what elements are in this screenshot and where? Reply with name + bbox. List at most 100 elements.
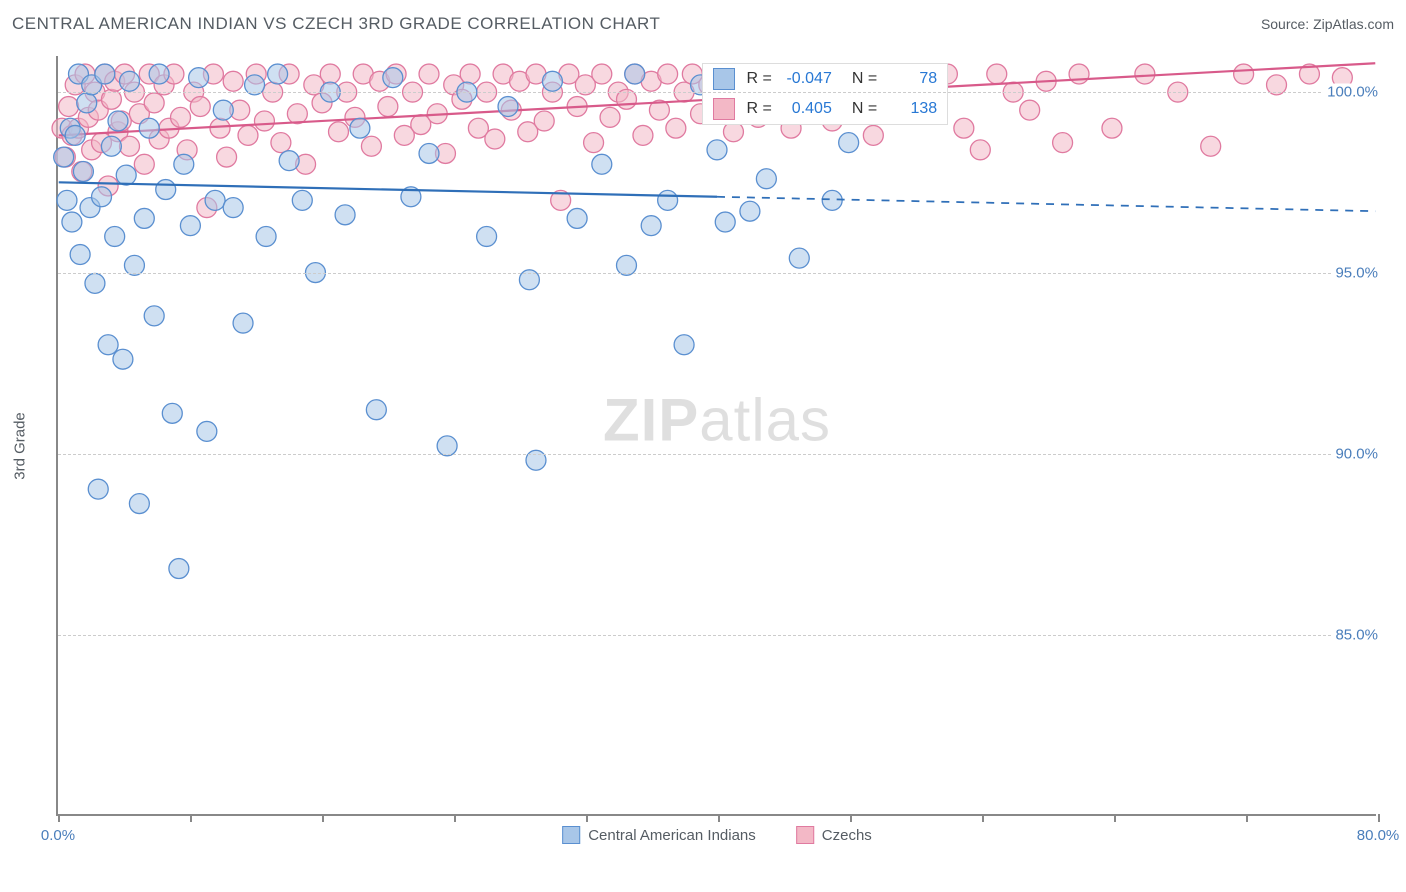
pink-point	[600, 107, 620, 127]
stat-r-label: R =	[747, 70, 772, 88]
pink-point	[658, 64, 678, 84]
stat-r-label: R =	[747, 100, 772, 118]
stat-r-value: 0.405	[778, 100, 832, 118]
blue-point	[129, 494, 149, 514]
pink-point	[1053, 133, 1073, 153]
blue-point	[77, 93, 97, 113]
blue-point	[149, 64, 169, 84]
stat-n-label: N =	[852, 70, 877, 88]
y-gridline	[58, 273, 1376, 274]
stat-n-value: 138	[883, 100, 937, 118]
x-tick-mark	[982, 814, 984, 822]
blue-point	[120, 71, 140, 91]
blue-point	[62, 212, 82, 232]
blue-point	[641, 216, 661, 236]
pink-point	[59, 97, 79, 117]
title-bar: CENTRAL AMERICAN INDIAN VS CZECH 3RD GRA…	[12, 14, 1394, 34]
legend-bottom: Central American Indians Czechs	[562, 826, 872, 844]
blue-point	[162, 403, 182, 423]
blue-point	[105, 227, 125, 247]
x-tick-mark	[1246, 814, 1248, 822]
pink-point	[954, 118, 974, 138]
blue-point	[180, 216, 200, 236]
pink-point	[134, 154, 154, 174]
blue-point	[73, 162, 93, 182]
stat-r-value: -0.047	[778, 70, 832, 88]
blue-point	[567, 208, 587, 228]
pink-point	[217, 147, 237, 167]
blue-point	[592, 154, 612, 174]
stats-row-blue: R = -0.047 N = 78	[703, 64, 948, 94]
blue-point	[101, 136, 121, 156]
blue-point	[350, 118, 370, 138]
pink-point	[378, 97, 398, 117]
blue-point	[205, 190, 225, 210]
legend-label: Czechs	[822, 827, 872, 844]
pink-point	[633, 125, 653, 145]
stats-legend-box: R = -0.047 N = 78 R = 0.405 N = 138	[702, 63, 949, 125]
blue-point	[789, 248, 809, 268]
pink-point	[171, 107, 191, 127]
y-tick-label: 85.0%	[1331, 627, 1382, 644]
blue-point	[139, 118, 159, 138]
plot-area: ZIPatlas R =-0.047N =78R =0.405N =138 Ce…	[56, 56, 1376, 816]
y-tick-label: 95.0%	[1331, 265, 1382, 282]
stat-n-label: N =	[852, 100, 877, 118]
pink-point	[987, 64, 1007, 84]
blue-point	[65, 125, 85, 145]
x-tick-mark	[322, 814, 324, 822]
x-tick-label: 80.0%	[1357, 827, 1400, 844]
blue-point	[213, 100, 233, 120]
x-tick-mark	[850, 814, 852, 822]
blue-point	[707, 140, 727, 160]
blue-point	[658, 190, 678, 210]
blue-point	[477, 227, 497, 247]
blue-point	[144, 306, 164, 326]
x-tick-mark	[1114, 814, 1116, 822]
pink-point	[592, 64, 612, 84]
legend-label: Central American Indians	[588, 827, 756, 844]
blue-point	[98, 335, 118, 355]
blue-point	[156, 180, 176, 200]
pink-point	[120, 136, 140, 156]
pink-point	[320, 64, 340, 84]
legend-item-pink: Czechs	[796, 826, 872, 844]
x-tick-mark	[586, 814, 588, 822]
stat-n-value: 78	[883, 70, 937, 88]
blue-point	[54, 147, 74, 167]
blue-point	[437, 436, 457, 456]
blue-point	[108, 111, 128, 131]
pink-point	[460, 64, 480, 84]
source-label: Source: ZipAtlas.com	[1261, 16, 1394, 32]
pink-point	[1069, 64, 1089, 84]
x-tick-mark	[454, 814, 456, 822]
pink-point	[1020, 100, 1040, 120]
y-gridline	[58, 92, 1376, 93]
pink-point	[361, 136, 381, 156]
pink-point	[1102, 118, 1122, 138]
blue-trendline-dashed	[717, 197, 1375, 211]
blue-legend-swatch-icon	[562, 826, 580, 844]
pink-point	[1201, 136, 1221, 156]
pink-point	[223, 71, 243, 91]
blue-point	[233, 313, 253, 333]
blue-point	[85, 273, 105, 293]
y-gridline	[58, 454, 1376, 455]
y-gridline	[58, 635, 1376, 636]
blue-point	[756, 169, 776, 189]
x-tick-mark	[718, 814, 720, 822]
blue-point	[498, 97, 518, 117]
blue-point	[116, 165, 136, 185]
y-tick-label: 100.0%	[1323, 84, 1382, 101]
blue-point	[335, 205, 355, 225]
blue-point	[57, 190, 77, 210]
y-tick-label: 90.0%	[1331, 446, 1382, 463]
blue-point	[174, 154, 194, 174]
blue-point	[197, 421, 217, 441]
blue-point	[839, 133, 859, 153]
blue-point	[625, 64, 645, 84]
pink-point	[238, 125, 258, 145]
pink-point	[419, 64, 439, 84]
blue-point	[189, 68, 209, 88]
blue-point	[419, 143, 439, 163]
